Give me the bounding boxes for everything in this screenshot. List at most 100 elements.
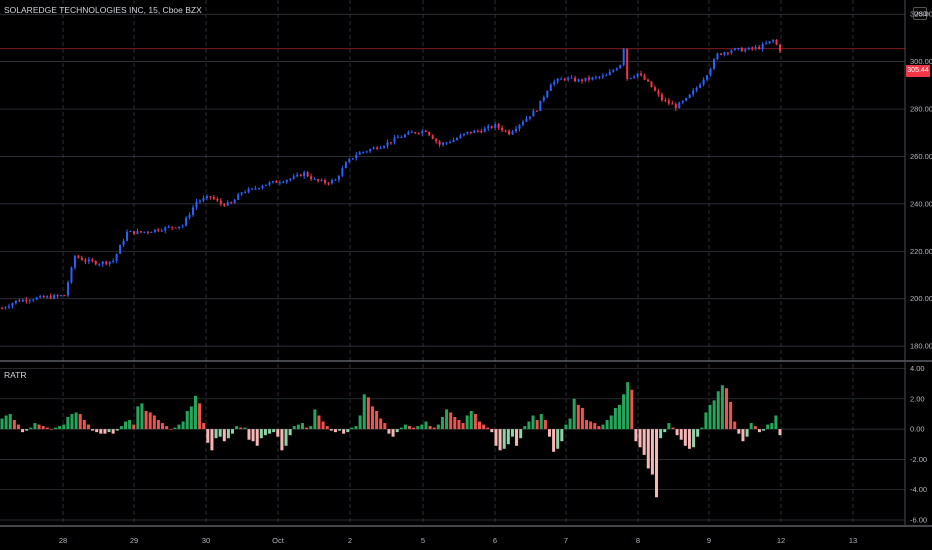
- ratr-bar: [107, 429, 111, 433]
- candle-body: [640, 73, 643, 76]
- ratr-bar: [280, 429, 284, 451]
- ratr-bar: [218, 429, 222, 437]
- ratr-bar: [313, 409, 317, 430]
- ratr-bar: [399, 427, 403, 430]
- ratr-bar: [469, 410, 473, 430]
- ratr-bar: [568, 418, 572, 430]
- candle-body: [80, 257, 83, 261]
- ratr-bar: [358, 415, 362, 430]
- candle-body: [63, 295, 66, 297]
- osc-tick-label: -4.00: [910, 485, 927, 494]
- ratr-bar: [383, 423, 387, 430]
- candle-body: [167, 226, 170, 228]
- candle-body: [664, 100, 667, 102]
- ratr-bar: [185, 410, 189, 430]
- candle-body: [258, 188, 261, 190]
- candle-body: [11, 303, 14, 307]
- candle-body: [355, 154, 358, 159]
- candle-body: [466, 131, 469, 134]
- ratr-bar: [86, 424, 90, 430]
- ratr-bar: [667, 423, 671, 430]
- candle-body: [129, 231, 132, 233]
- candle-body: [1, 308, 3, 310]
- ratr-bar: [288, 429, 292, 436]
- candle-body: [28, 300, 31, 302]
- candle-body: [542, 97, 545, 101]
- ratr-bar: [687, 429, 691, 449]
- candle-body: [212, 197, 215, 199]
- candle-body: [560, 78, 563, 80]
- ratr-bar: [255, 429, 259, 446]
- ratr-bar: [226, 429, 230, 439]
- candle-body: [160, 230, 163, 232]
- candle-body: [264, 184, 267, 186]
- candle-body: [25, 299, 28, 302]
- candle-body: [747, 47, 750, 50]
- ratr-bar: [276, 429, 280, 437]
- candle-body: [452, 140, 455, 142]
- candle-body: [292, 176, 295, 179]
- candle-body: [445, 142, 448, 144]
- candle-body: [73, 256, 76, 268]
- ratr-bar: [12, 420, 16, 430]
- candle-body: [626, 48, 629, 79]
- ratr-bar: [671, 427, 675, 430]
- ratr-bar: [210, 429, 214, 451]
- ratr-bar: [375, 410, 379, 430]
- ratr-bar: [193, 395, 197, 430]
- candle-body: [310, 176, 313, 180]
- ratr-bar: [675, 429, 679, 436]
- currency-button[interactable]: USD: [913, 7, 928, 20]
- ratr-bar: [506, 429, 510, 445]
- ratr-bar: [403, 424, 407, 430]
- candle-body: [390, 142, 392, 144]
- ratr-bar: [268, 429, 272, 434]
- ratr-bar: [305, 427, 309, 430]
- ratr-bar: [683, 429, 687, 446]
- ratr-bar: [593, 423, 597, 430]
- ratr-bar: [564, 424, 568, 430]
- ratr-bar: [733, 421, 737, 430]
- candle-body: [765, 43, 768, 45]
- ratr-bar: [440, 417, 444, 430]
- ratr-bar: [247, 429, 251, 440]
- ratr-bar: [535, 420, 539, 430]
- candle-body: [518, 124, 521, 129]
- candle-body: [192, 207, 195, 215]
- candle-body: [320, 180, 323, 182]
- candle-body: [709, 68, 712, 76]
- ratr-bar: [119, 426, 123, 430]
- candle-body: [108, 261, 111, 264]
- ratr-bar: [605, 420, 609, 430]
- candle-body: [237, 194, 240, 200]
- candle-body: [490, 126, 493, 128]
- candle-body: [101, 261, 104, 265]
- ratr-bar: [4, 415, 8, 430]
- ratr-bar: [391, 429, 395, 437]
- ratr-bars-layer: [0, 382, 782, 498]
- candle-body: [459, 135, 462, 139]
- candle-body: [164, 227, 167, 231]
- ratr-bar: [585, 420, 589, 430]
- ratr-bar: [206, 429, 210, 443]
- candle-body: [7, 306, 10, 308]
- candle-body: [94, 261, 97, 265]
- candle-body: [306, 172, 309, 177]
- candle-body: [719, 53, 722, 55]
- candle-body: [244, 192, 247, 194]
- candle-body: [136, 231, 139, 234]
- candle-body: [462, 133, 465, 136]
- ratr-bar: [21, 429, 25, 433]
- candle-body: [754, 47, 757, 49]
- candle-body: [546, 90, 549, 98]
- y-tick-label: 200.00: [910, 294, 932, 303]
- ratr-bar: [189, 406, 193, 430]
- candle-body: [650, 81, 653, 88]
- candle-body: [713, 59, 716, 69]
- y-tick-label: 320.00: [910, 10, 932, 19]
- candle-body: [289, 178, 292, 180]
- candle-body: [657, 90, 660, 95]
- x-tick-label: 28: [59, 536, 67, 545]
- candle-body: [174, 227, 177, 229]
